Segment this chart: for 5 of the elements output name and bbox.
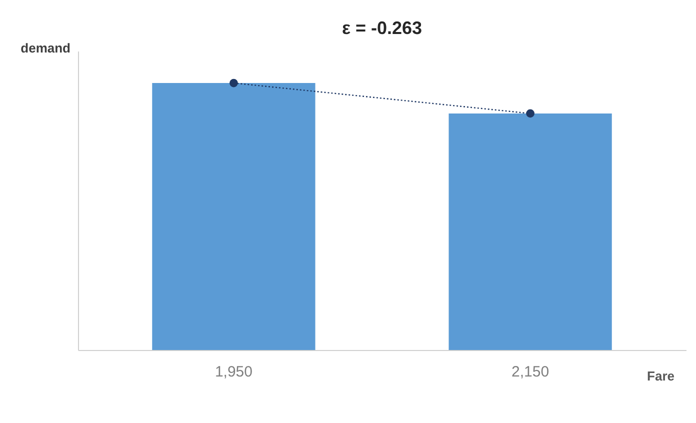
- x-axis-title: Fare: [647, 368, 674, 384]
- x-tick-label: 2,150: [512, 364, 550, 380]
- y-axis-title: demand: [20, 40, 71, 56]
- chart-title: ε = -0.263: [342, 18, 422, 38]
- x-tick-label: 1,950: [214, 364, 252, 380]
